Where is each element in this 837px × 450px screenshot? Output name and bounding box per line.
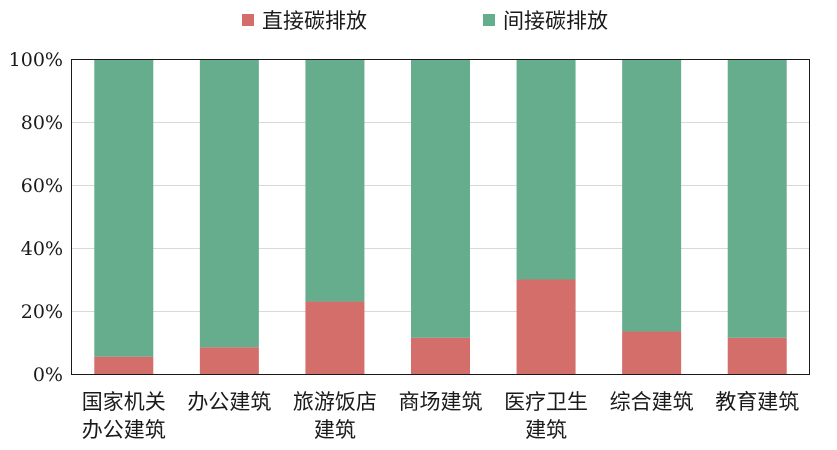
x-tick-label-5-line-0: 综合建筑 xyxy=(610,390,694,414)
legend-label-direct: 直接碳排放 xyxy=(262,9,367,33)
x-tick-label-6-line-0: 教育建筑 xyxy=(715,390,799,414)
x-tick-label-0-line-0: 国家机关 xyxy=(82,390,166,414)
y-tick-label-0: 0% xyxy=(33,364,63,386)
y-tick-label-20: 20% xyxy=(21,301,63,323)
bar-direct-4 xyxy=(516,279,576,374)
bar-indirect-5 xyxy=(622,59,682,332)
bar-indirect-4 xyxy=(516,59,576,280)
legend: 直接碳排放 间接碳排放 xyxy=(242,9,608,33)
bar-direct-3 xyxy=(411,337,470,374)
bar-direct-5 xyxy=(622,331,682,374)
x-tick-label-4-line-1: 建筑 xyxy=(525,418,567,442)
bar-direct-1 xyxy=(199,347,259,374)
x-tick-label-3-line-0: 商场建筑 xyxy=(399,390,483,414)
legend-swatch-indirect xyxy=(483,14,495,26)
x-tick-label-2-line-1: 建筑 xyxy=(314,418,356,442)
bar-indirect-0 xyxy=(94,59,154,357)
bar-indirect-3 xyxy=(411,59,470,338)
bars xyxy=(94,59,787,374)
y-tick-label-80: 80% xyxy=(21,112,63,134)
bar-direct-0 xyxy=(94,356,154,374)
legend-label-indirect: 间接碳排放 xyxy=(503,9,608,33)
bar-indirect-2 xyxy=(305,59,365,302)
y-tick-label-40: 40% xyxy=(21,238,63,260)
bar-direct-2 xyxy=(305,301,365,374)
x-tick-label-2-line-0: 旅游饭店 xyxy=(293,390,377,414)
plot-border xyxy=(71,59,810,375)
x-tick-label-0-line-1: 办公建筑 xyxy=(82,418,166,442)
legend-swatch-direct xyxy=(242,14,254,26)
bar-indirect-1 xyxy=(199,59,259,348)
bar-indirect-6 xyxy=(727,59,787,338)
x-tick-label-4-line-0: 医疗卫生 xyxy=(504,390,588,414)
y-tick-label-60: 60% xyxy=(21,175,63,197)
bar-direct-6 xyxy=(727,337,787,374)
plot-frame xyxy=(71,59,810,375)
y-axis: 0% 20% 40% 60% 80% 100% xyxy=(9,49,63,386)
y-tick-label-100: 100% xyxy=(9,49,63,71)
x-tick-label-1-line-0: 办公建筑 xyxy=(187,390,271,414)
